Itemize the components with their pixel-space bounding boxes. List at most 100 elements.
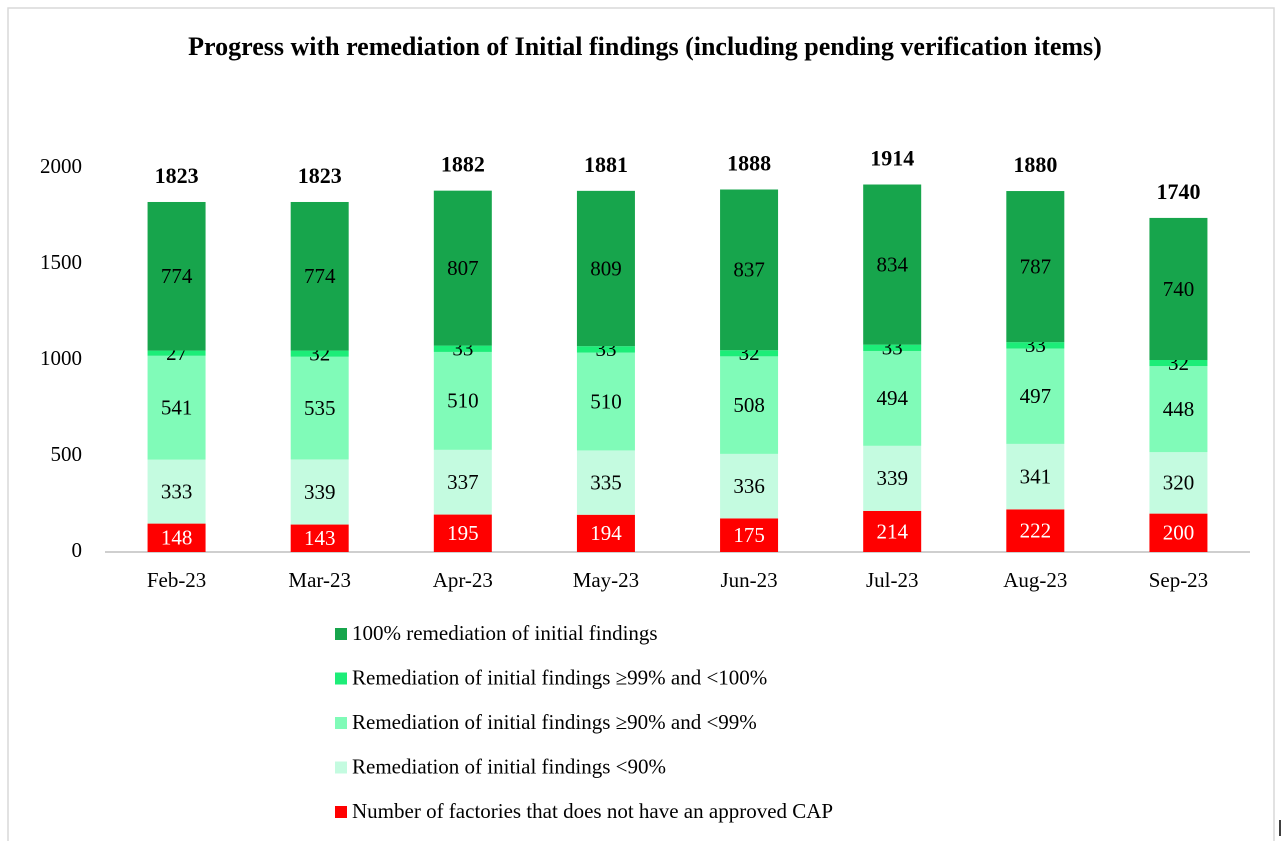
data-label: 807 [447, 256, 479, 280]
total-label: 1823 [155, 163, 199, 188]
bar-segment [576, 190, 635, 347]
bar-segment [433, 345, 492, 352]
x-tick-label: Feb-23 [147, 568, 207, 592]
data-label: 494 [876, 386, 908, 410]
bar-segment [433, 351, 492, 450]
legend-swatch [335, 717, 347, 729]
bar-segment [290, 201, 349, 351]
total-label: 1880 [1013, 152, 1057, 177]
bar-segment [863, 350, 922, 446]
data-label: 497 [1020, 384, 1052, 408]
chart-title: Progress with remediation of Initial fin… [188, 32, 1102, 61]
bar-segment [720, 518, 779, 552]
data-label: 320 [1163, 471, 1195, 495]
total-label: 1740 [1156, 179, 1200, 204]
x-tick-label: Apr-23 [433, 568, 493, 592]
bar-segment [720, 350, 779, 357]
data-label: 341 [1020, 464, 1052, 488]
x-tick-label: May-23 [573, 568, 640, 592]
bar-segment [863, 344, 922, 351]
bar-segment [1149, 452, 1208, 514]
bar-segment [290, 524, 349, 552]
data-label: 510 [447, 389, 479, 413]
data-label: 510 [590, 389, 622, 413]
data-label: 787 [1020, 254, 1052, 278]
bar-segment [1006, 348, 1065, 444]
bar-segment [576, 450, 635, 515]
data-label: 335 [590, 470, 622, 494]
data-label: 339 [304, 480, 336, 504]
total-label: 1881 [584, 152, 628, 177]
bar-segment [433, 449, 492, 515]
bar-segment [290, 350, 349, 357]
y-tick-label: 1000 [40, 346, 82, 370]
data-label: 200 [1163, 521, 1195, 545]
legend-label: Remediation of initial findings ≥90% and… [352, 710, 757, 734]
data-label: 175 [733, 523, 765, 547]
total-label: 1914 [870, 146, 914, 171]
legend-swatch [335, 806, 347, 818]
data-label: 774 [161, 264, 193, 288]
data-label: 337 [447, 470, 479, 494]
data-label: 837 [733, 258, 765, 282]
bar-segment [147, 355, 206, 460]
total-label: 1823 [298, 163, 342, 188]
data-label: 809 [590, 256, 622, 280]
total-label: 1888 [727, 151, 771, 176]
y-tick-label: 0 [72, 538, 83, 562]
bar-segment [1149, 513, 1208, 552]
bar-segment [1149, 360, 1208, 367]
x-tick-label: Jul-23 [866, 568, 919, 592]
bar-segment [147, 201, 206, 351]
bar-segment [1006, 342, 1065, 349]
bar-segment [290, 459, 349, 525]
bar-segment [1006, 509, 1065, 552]
x-tick-label: Aug-23 [1003, 568, 1067, 592]
y-tick-label: 1500 [40, 250, 82, 274]
chart-border [7, 7, 1275, 841]
data-label: 333 [161, 479, 193, 503]
data-label: 148 [161, 526, 193, 550]
x-tick-label: Jun-23 [720, 568, 777, 592]
legend-swatch [335, 761, 347, 774]
data-label: 834 [876, 252, 908, 276]
bar-segment [720, 356, 779, 454]
data-label: 143 [304, 526, 336, 550]
bar-segment [863, 184, 922, 345]
bar-segment [1149, 366, 1208, 453]
x-tick-label: Sep-23 [1149, 568, 1209, 592]
data-label: 541 [161, 396, 193, 420]
bar-segment [433, 514, 492, 552]
legend-label: Remediation of initial findings ≥99% and… [352, 665, 767, 689]
legend-swatch [335, 672, 347, 685]
bar-segment [863, 445, 922, 511]
bar-segment [576, 346, 635, 353]
data-label: 194 [590, 521, 622, 545]
total-label: 1882 [441, 152, 485, 177]
data-label: 508 [733, 393, 765, 417]
data-label: 195 [447, 521, 479, 545]
bar-segment [147, 523, 206, 552]
bar-segment [720, 189, 779, 351]
data-label: 222 [1020, 519, 1052, 543]
data-label: 214 [876, 519, 908, 543]
data-label: 740 [1163, 277, 1195, 301]
legend-label: 100% remediation of initial findings [352, 621, 658, 645]
bar-segment [720, 453, 779, 519]
legend-swatch [335, 628, 347, 640]
legend-label: Number of factories that does not have a… [352, 799, 833, 823]
bar-segment [576, 514, 635, 552]
bar-segment [290, 356, 349, 460]
legend-label: Remediation of initial findings <90% [352, 754, 666, 778]
bar-segment [433, 190, 492, 346]
bar-segment [576, 352, 635, 451]
bar-segment [147, 350, 206, 356]
data-label: 448 [1163, 397, 1195, 421]
data-label: 339 [876, 466, 908, 490]
y-tick-label: 2000 [40, 154, 82, 178]
bar-segment [1006, 191, 1065, 343]
bar-segment [147, 459, 206, 524]
bar-segment [1149, 217, 1208, 360]
